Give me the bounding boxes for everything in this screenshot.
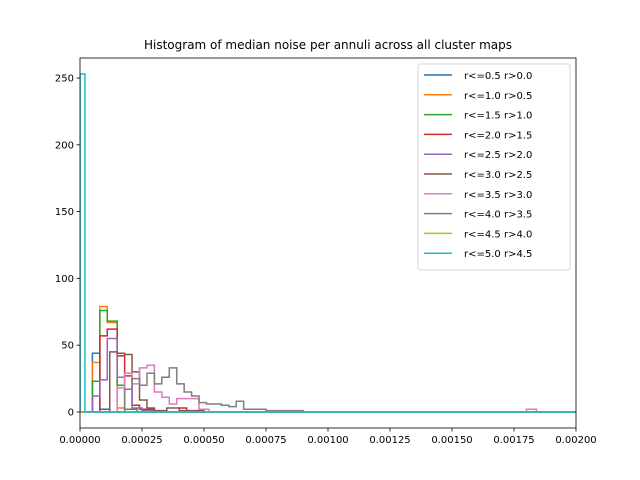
x-tick-label: 0.00050 [183, 435, 224, 446]
y-tick-label: 150 [55, 207, 74, 218]
x-tick-label: 0.00150 [431, 435, 472, 446]
legend-entry: r<=2.5 r>2.0 [464, 150, 532, 161]
series-line-8 [80, 367, 576, 413]
x-tick-label: 0.00200 [555, 435, 596, 446]
y-tick-label: 200 [55, 140, 74, 151]
y-tick-label: 0 [68, 407, 74, 418]
y-tick-label: 50 [61, 341, 74, 352]
legend-entry: r<=4.5 r>4.0 [464, 229, 532, 240]
legend-box [417, 63, 571, 271]
series-layer [80, 73, 576, 413]
series-line-6 [80, 351, 576, 413]
series-line-10 [80, 73, 576, 413]
y-axis: 0 50 100 150 200 250 [55, 74, 80, 418]
legend-entry: r<=0.5 r>0.0 [464, 71, 532, 82]
legend-entry: r<=1.5 r>1.0 [464, 111, 532, 122]
series-line-5 [80, 337, 576, 413]
legend: r<=0.5 r>0.0 r<=1.0 r>0.5 r<=1.5 r>1.0 r<=2… [417, 63, 571, 271]
series-line-3 [80, 309, 576, 413]
y-tick-label: 100 [55, 274, 74, 285]
legend-entry: r<=5.0 r>4.5 [464, 249, 532, 260]
series-line-7 [80, 364, 576, 413]
x-tick-label: 0.00075 [245, 435, 286, 446]
legend-entry: r<=4.0 r>3.5 [464, 210, 532, 221]
x-axis: 0.00000 0.00025 0.00050 0.00075 0.00100 0.001… [59, 428, 597, 446]
y-tick-label: 250 [55, 74, 74, 85]
x-tick-label: 0.00100 [307, 435, 348, 446]
chart-title: Histogram of median noise per annuli acr… [144, 38, 512, 52]
x-tick-label: 0.00175 [493, 435, 534, 446]
x-tick-label: 0.00125 [369, 435, 410, 446]
x-tick-label: 0.00000 [59, 435, 100, 446]
series-line-2 [80, 305, 576, 413]
legend-entry: r<=2.0 r>1.5 [464, 130, 532, 141]
legend-entry: r<=1.0 r>0.5 [464, 91, 532, 102]
x-tick-label: 0.00025 [121, 435, 162, 446]
legend-entry: r<=3.0 r>2.5 [464, 170, 532, 181]
legend-entry: r<=3.5 r>3.0 [464, 190, 532, 201]
